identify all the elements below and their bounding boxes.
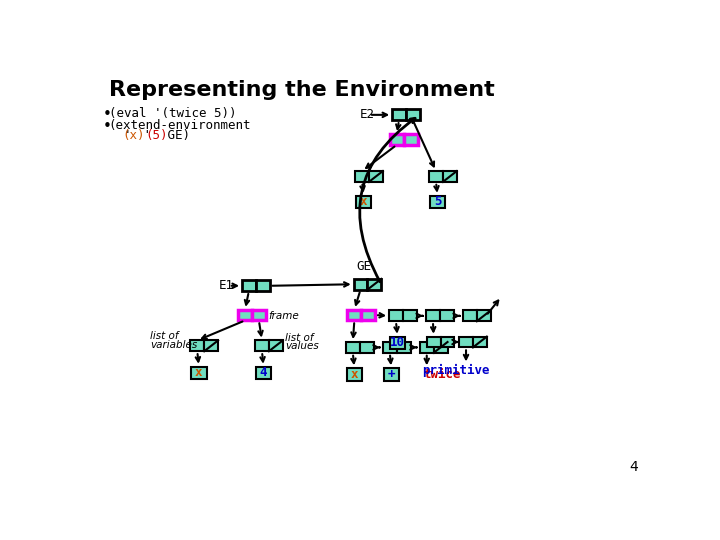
Text: frame: frame (268, 311, 299, 321)
Bar (346, 342, 360, 353)
Bar (361, 309, 375, 320)
Bar (473, 336, 487, 347)
Bar (403, 310, 417, 321)
Bar (190, 340, 204, 351)
Bar (404, 134, 418, 145)
Bar (354, 279, 367, 289)
Text: list of: list of (285, 333, 314, 343)
Text: 4: 4 (260, 366, 267, 379)
Bar (242, 280, 256, 291)
Text: •: • (102, 107, 112, 122)
Bar (426, 310, 440, 321)
Bar (433, 342, 448, 353)
Bar (348, 309, 361, 320)
Text: ': ' (109, 129, 131, 141)
Bar (269, 340, 283, 351)
Bar (252, 309, 266, 320)
Text: (x): (x) (122, 129, 145, 141)
Text: 5: 5 (433, 195, 441, 208)
Text: (5): (5) (145, 129, 168, 141)
Text: Representing the Environment: Representing the Environment (109, 80, 495, 100)
Bar (356, 195, 372, 208)
Text: +: + (387, 368, 395, 381)
Bar (256, 280, 270, 291)
Text: twice: twice (423, 368, 460, 381)
Text: (eval '(twice 5)): (eval '(twice 5)) (109, 107, 236, 120)
Bar (346, 368, 362, 381)
Text: GE): GE) (160, 129, 189, 141)
Text: 10: 10 (390, 336, 405, 349)
Bar (430, 195, 445, 208)
Bar (369, 171, 383, 182)
Bar (191, 367, 207, 379)
Text: x: x (351, 368, 358, 381)
Text: ': ' (137, 129, 151, 141)
Bar (463, 310, 477, 321)
Text: (extend-environment: (extend-environment (109, 119, 251, 132)
Bar (440, 310, 454, 321)
Bar (441, 336, 454, 347)
Bar (397, 342, 410, 353)
Bar (255, 340, 269, 351)
Text: •: • (102, 119, 112, 134)
Text: x: x (360, 195, 367, 208)
Text: x: x (195, 366, 202, 379)
Bar (427, 336, 441, 347)
Bar (406, 110, 420, 120)
Bar (429, 171, 443, 182)
Bar (392, 110, 406, 120)
Bar (204, 340, 218, 351)
Text: GE: GE (356, 260, 371, 273)
Bar (360, 342, 374, 353)
Text: 4: 4 (630, 461, 639, 475)
Bar (390, 134, 404, 145)
Text: primitive: primitive (422, 364, 490, 377)
Bar (355, 171, 369, 182)
Bar (420, 342, 433, 353)
Bar (443, 171, 456, 182)
Text: E2: E2 (360, 109, 374, 122)
Text: E1: E1 (219, 279, 234, 292)
Bar (390, 336, 405, 349)
Bar (477, 310, 490, 321)
Bar (238, 309, 252, 320)
Bar (384, 368, 399, 381)
Text: list of: list of (150, 331, 179, 341)
Text: variables: variables (150, 340, 197, 350)
Bar (383, 342, 397, 353)
Bar (256, 367, 271, 379)
Bar (459, 336, 473, 347)
Bar (389, 310, 403, 321)
Bar (367, 279, 382, 289)
Text: values: values (285, 341, 319, 351)
